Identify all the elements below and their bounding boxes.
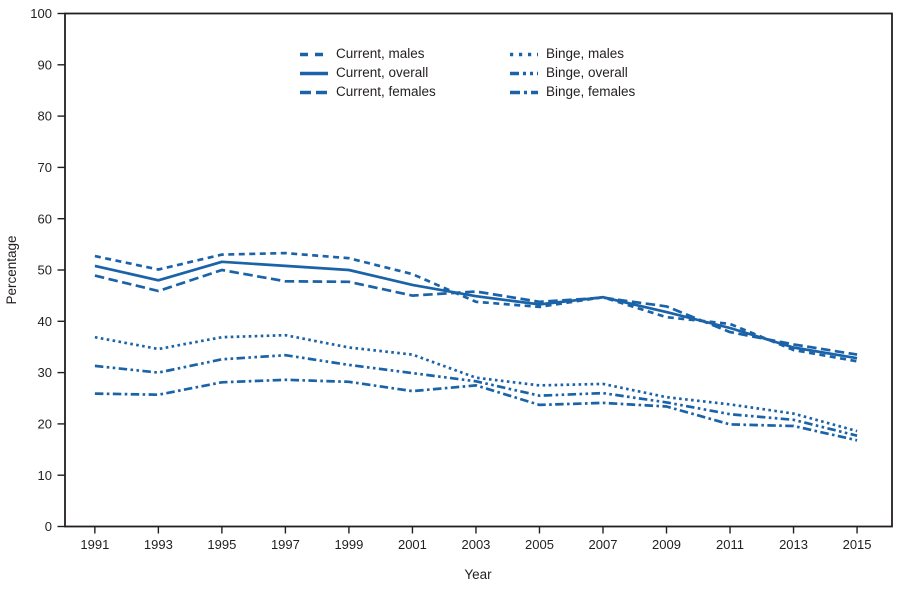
series-line-current-males bbox=[94, 251, 858, 363]
x-tick-label: 1999 bbox=[334, 537, 363, 552]
legend-label: Binge, females bbox=[546, 84, 636, 99]
legend-column: Binge, males Binge, overall Binge, females bbox=[510, 47, 635, 99]
legend-item-current-males: Current, males bbox=[300, 47, 510, 61]
series-line-current-overall bbox=[94, 260, 858, 360]
y-tick-label: 70 bbox=[38, 160, 52, 175]
data-series bbox=[94, 251, 858, 442]
y-tick-label: 10 bbox=[38, 468, 52, 483]
y-tick-label: 20 bbox=[38, 417, 52, 432]
x-tick-label: 2001 bbox=[398, 537, 427, 552]
x-tick-label: 2013 bbox=[779, 537, 808, 552]
legend-label: Current, males bbox=[336, 46, 425, 61]
legend-item-binge-overall: Binge, overall bbox=[510, 66, 635, 80]
y-tick-label: 40 bbox=[38, 314, 52, 329]
y-tick-label: 0 bbox=[45, 519, 52, 534]
legend-swatch-current-females-icon bbox=[300, 90, 328, 94]
x-tick-label: 2015 bbox=[843, 537, 872, 552]
legend-item-binge-females: Binge, females bbox=[510, 85, 635, 99]
x-tick-label: 2007 bbox=[589, 537, 618, 552]
legend-column: Current, males Current, overall Current, f… bbox=[300, 47, 510, 99]
legend-swatch-binge-females-icon bbox=[510, 90, 538, 94]
x-tick-label: 1993 bbox=[144, 537, 173, 552]
x-tick-label: 2003 bbox=[461, 537, 490, 552]
y-tick-label: 50 bbox=[38, 263, 52, 278]
legend-item-current-females: Current, females bbox=[300, 85, 510, 99]
series-line-binge-females bbox=[94, 378, 858, 442]
x-tick-label: 1997 bbox=[271, 537, 300, 552]
legend-item-current-overall: Current, overall bbox=[300, 66, 510, 80]
series-line-current-females bbox=[94, 268, 858, 356]
y-tick-label: 60 bbox=[38, 211, 52, 226]
legend-label: Current, females bbox=[336, 84, 436, 99]
y-tick-label: 80 bbox=[38, 109, 52, 124]
legend-swatch-current-overall-icon bbox=[300, 71, 328, 75]
x-axis-title: Year bbox=[464, 567, 492, 582]
y-tick-label: 30 bbox=[38, 365, 52, 380]
x-axis-ticks: 1991 1993 1995 1997 1999 2001 2003 2005 2007 2009… bbox=[80, 526, 872, 552]
legend-label: Current, overall bbox=[336, 65, 429, 80]
legend-item-binge-males: Binge, males bbox=[510, 47, 635, 61]
y-axis-title: Percentage bbox=[4, 235, 19, 304]
x-tick-label: 2011 bbox=[716, 537, 744, 552]
legend-swatch-binge-males-icon bbox=[510, 52, 538, 56]
y-tick-label: 100 bbox=[30, 6, 52, 21]
x-tick-label: 2009 bbox=[652, 537, 681, 552]
legend-label: Binge, males bbox=[546, 46, 625, 61]
series-line-binge-males bbox=[94, 333, 858, 433]
legend-swatch-current-males-icon bbox=[300, 52, 328, 56]
x-tick-label: 1991 bbox=[80, 537, 109, 552]
y-axis-ticks: 0 10 20 30 40 50 60 70 80 90 100 bbox=[30, 6, 65, 534]
x-tick-label: 2005 bbox=[525, 537, 554, 552]
legend: Current, males Current, overall Current, f… bbox=[300, 47, 635, 99]
legend-swatch-binge-overall-icon bbox=[510, 71, 538, 75]
series-line-binge-overall bbox=[94, 353, 858, 438]
legend-label: Binge, overall bbox=[546, 65, 628, 80]
x-tick-label: 1995 bbox=[207, 537, 236, 552]
y-tick-label: 90 bbox=[38, 57, 52, 72]
